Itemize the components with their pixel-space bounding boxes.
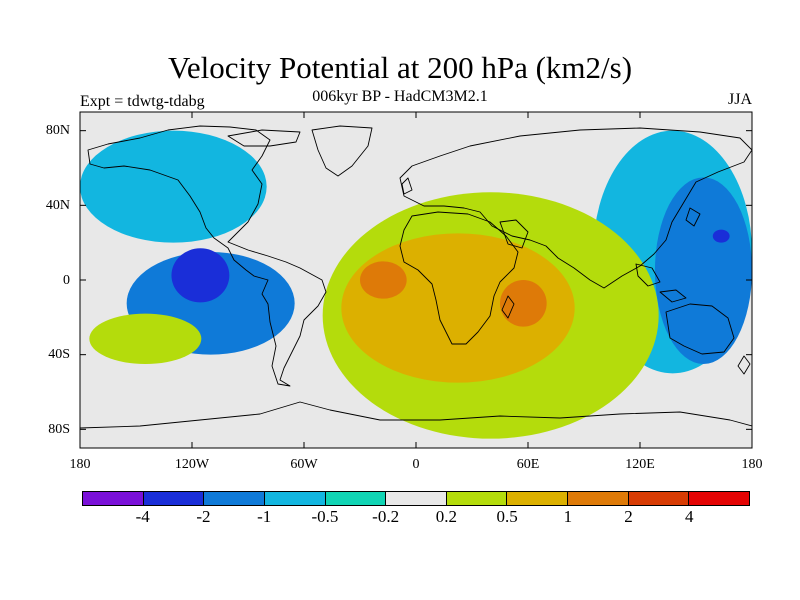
y-tick-label: 40N xyxy=(45,198,70,213)
colorbar-label: 0.2 xyxy=(435,507,457,526)
x-tick-label: 60W xyxy=(290,457,318,472)
colorbar-label: -0.2 xyxy=(372,507,400,526)
coastlines xyxy=(80,125,752,429)
colorbar-label: -4 xyxy=(135,507,150,526)
colorbar-swatch xyxy=(204,492,265,505)
x-tick-label: 180 xyxy=(741,457,763,472)
x-tick-label: 120E xyxy=(625,457,655,472)
colorbar-swatch xyxy=(264,492,326,505)
y-tick-label: 0 xyxy=(63,273,70,288)
y-tick-label: 40S xyxy=(48,347,70,362)
colorbar-swatch xyxy=(446,492,508,505)
colorbar-swatch xyxy=(386,492,447,505)
y-tick-label: 80S xyxy=(48,422,70,437)
contour-region-madagascar-max xyxy=(499,280,547,327)
colorbar-swatch xyxy=(507,492,569,505)
colorbar-label: -0.5 xyxy=(311,507,339,526)
axis-ticks xyxy=(79,112,753,448)
colorbar-swatch xyxy=(689,492,750,505)
contour-fields xyxy=(80,130,752,439)
experiment-label: Expt = tdwtg-tdabg xyxy=(80,93,205,110)
colorbar-label: -1 xyxy=(257,507,272,526)
colorbar-label: 0.5 xyxy=(496,507,518,526)
colorbar-label: 1 xyxy=(563,507,573,526)
colorbar-swatch xyxy=(143,492,205,505)
colorbar-swatch xyxy=(325,492,387,505)
x-tick-label: 180 xyxy=(69,457,91,472)
colorbar-swatch xyxy=(83,492,144,505)
contour-region-east-pacific-center xyxy=(171,248,230,303)
contour-region-north-pacific-band xyxy=(80,130,267,243)
x-tick-label: 60E xyxy=(516,457,540,472)
chart-subtitle: 006kyr BP - HadCM3M2.1 xyxy=(312,88,488,105)
colorbar-label: 2 xyxy=(624,507,633,526)
colorbar xyxy=(82,491,750,506)
colorbar-label: -2 xyxy=(196,507,211,526)
colorbar-label: 4 xyxy=(685,507,694,526)
contour-region-west-pacific-center xyxy=(712,229,730,243)
season-label: JJA xyxy=(727,91,752,108)
chart-title: Velocity Potential at 200 hPa (km2/s) xyxy=(167,50,633,85)
x-tick-label: 0 xyxy=(412,457,420,472)
map-plot-area xyxy=(80,112,752,448)
contour-region-south-pacific-blobs xyxy=(89,313,202,364)
colorbar-swatch xyxy=(628,492,690,505)
x-tick-label: 120W xyxy=(174,457,210,472)
colorbar-swatch xyxy=(568,492,629,505)
contour-region-west-africa-max xyxy=(360,261,407,299)
y-tick-label: 80N xyxy=(45,123,70,138)
